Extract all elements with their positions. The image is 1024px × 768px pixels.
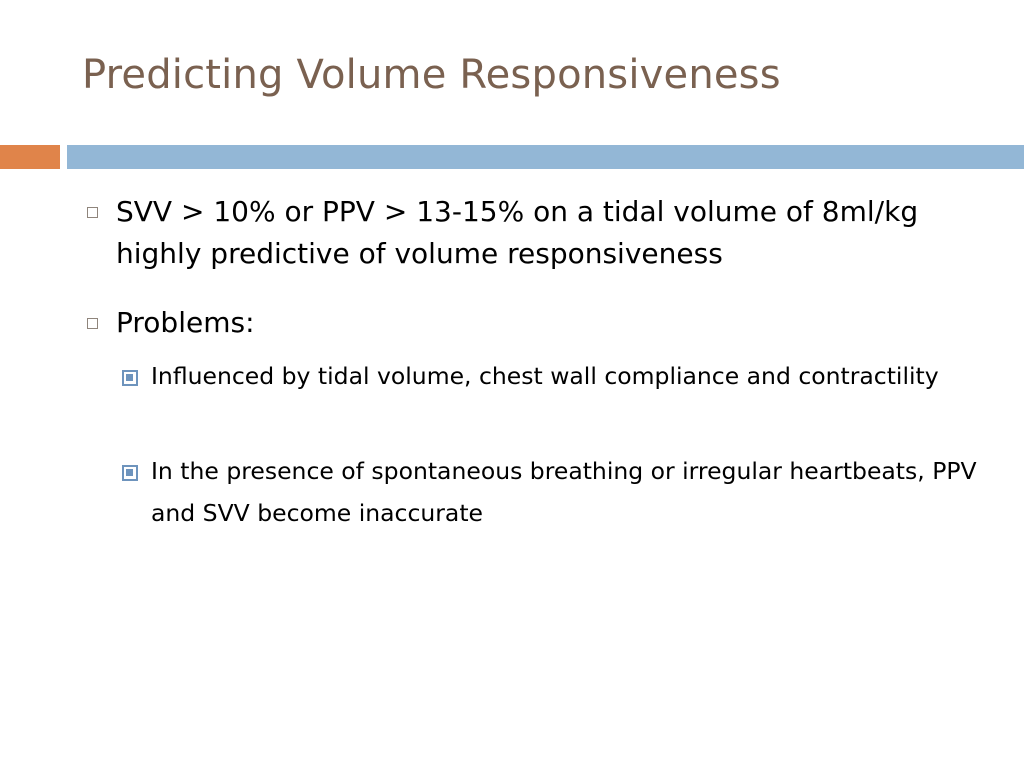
slide-title: Predicting Volume Responsiveness: [82, 52, 781, 98]
bullet-item: Problems:: [116, 306, 255, 339]
title-rule-orange: [0, 145, 60, 169]
sub-bullet-item: In the presence of spontaneous breathing…: [151, 457, 977, 527]
hollow-square-bullet-icon: [87, 207, 98, 218]
hollow-square-bullet-icon: [87, 318, 98, 329]
sub-bullet-item: Influenced by tidal volume, chest wall c…: [151, 362, 939, 390]
filled-square-bullet-icon: [122, 465, 138, 481]
title-rule-blue: [67, 145, 1024, 169]
filled-square-bullet-icon: [122, 370, 138, 386]
bullet-item: SVV > 10% or PPV > 13-15% on a tidal vol…: [116, 195, 919, 270]
